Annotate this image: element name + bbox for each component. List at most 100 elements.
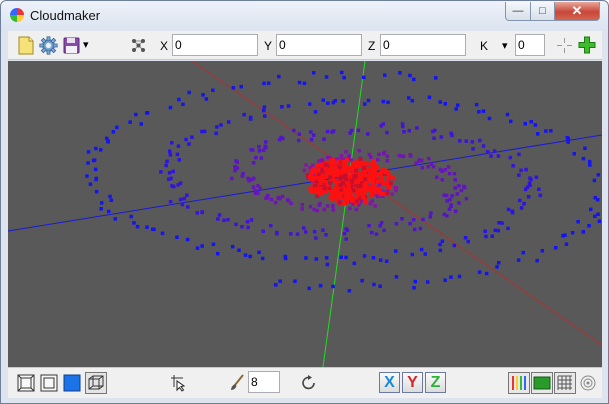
cloud-point	[285, 198, 290, 202]
cloud-point	[343, 170, 348, 175]
new-file-icon[interactable]	[17, 36, 35, 55]
cloud-point	[279, 135, 283, 140]
cloud-point	[438, 248, 443, 253]
z-coordinate-input[interactable]	[380, 34, 466, 56]
cloud-point	[249, 178, 254, 182]
cloud-point	[276, 196, 281, 200]
y-coordinate-input[interactable]	[276, 34, 362, 56]
bottom-toolbar: X Y Z	[8, 367, 602, 398]
target-icon[interactable]	[579, 374, 597, 392]
cloud-point	[367, 152, 372, 157]
cloud-point	[385, 181, 390, 186]
cloud-point	[347, 154, 352, 158]
cloud-point	[170, 141, 174, 145]
cloud-point	[596, 212, 600, 216]
cloud-point	[259, 156, 264, 160]
cloud-point	[554, 246, 558, 250]
cloud-point	[344, 150, 348, 154]
brush-size-input[interactable]	[248, 371, 280, 393]
cloud-point	[331, 129, 336, 133]
minimize-button[interactable]: —	[505, 2, 531, 21]
cloud-point	[378, 224, 382, 228]
cloud-point	[339, 191, 344, 196]
cloud-point	[429, 211, 433, 215]
main-toolbar: ▾ X Y Z K ▾	[8, 31, 602, 60]
cloud-point	[211, 242, 216, 246]
cloud-point	[339, 154, 344, 158]
cloud-point	[368, 201, 373, 206]
cloud-point	[317, 203, 321, 207]
brush-icon[interactable]	[229, 374, 245, 392]
cloud-point	[360, 170, 365, 175]
k-dropdown-arrow[interactable]: ▾	[502, 40, 508, 52]
point-cloud	[85, 70, 602, 293]
gear-icon[interactable]	[39, 36, 58, 55]
cloud-point	[134, 112, 138, 117]
cloud-point	[334, 191, 339, 195]
cloud-point	[94, 176, 98, 181]
cloud-point	[182, 196, 186, 201]
z-axis-toggle[interactable]: Z	[425, 372, 446, 393]
cloud-point	[309, 171, 313, 176]
cloud-point	[481, 109, 486, 113]
rotate-icon[interactable]	[300, 374, 318, 392]
y-label: Y	[264, 39, 273, 53]
cloud-point	[379, 258, 383, 262]
cloud-point	[261, 148, 266, 152]
side-view-icon[interactable]	[40, 374, 58, 392]
cloud-point	[352, 261, 357, 266]
cloud-point	[327, 186, 332, 190]
cloud-point	[313, 110, 318, 114]
y-axis-toggle[interactable]: Y	[402, 372, 423, 393]
cloud-point	[342, 157, 346, 161]
background-toggle-icon[interactable]	[531, 372, 553, 394]
color-palette-icon[interactable]	[508, 372, 530, 394]
cloud-point	[108, 194, 112, 199]
cloud-point	[340, 168, 345, 173]
point-cloud-scene[interactable]	[8, 61, 602, 367]
cloud-point	[332, 159, 337, 164]
maximize-button[interactable]: □	[530, 2, 555, 21]
cloud-point	[217, 213, 222, 217]
grid-toggle-icon[interactable]	[554, 372, 576, 394]
cloud-point	[445, 214, 449, 218]
cloud-point	[484, 271, 489, 276]
cloud-point	[323, 166, 328, 171]
cloud-point	[178, 197, 183, 202]
cloud-point	[377, 184, 381, 189]
cloud-point	[423, 252, 427, 256]
crosshair-icon[interactable]	[556, 37, 573, 54]
save-icon[interactable]	[63, 37, 80, 54]
cloud-point	[385, 154, 390, 159]
cloud-point	[359, 186, 363, 191]
cloud-point	[576, 220, 580, 224]
cloud-point	[251, 161, 256, 165]
cloud-point	[328, 167, 333, 172]
3d-viewport[interactable]	[8, 61, 602, 367]
close-button[interactable]: ✕	[554, 2, 600, 21]
x-coordinate-input[interactable]	[172, 34, 258, 56]
front-view-icon[interactable]	[17, 374, 35, 392]
cloud-point	[254, 155, 258, 160]
add-point-icon[interactable]	[578, 36, 596, 54]
x-axis-toggle[interactable]: X	[379, 372, 400, 393]
cloud-point	[329, 158, 334, 163]
cloud-point	[164, 163, 168, 168]
cloud-point	[360, 181, 365, 186]
k-value-input[interactable]	[515, 34, 545, 56]
save-dropdown-arrow[interactable]: ▾	[83, 39, 89, 51]
cloud-point	[240, 174, 245, 178]
title-bar[interactable]: Cloudmaker — □ ✕	[1, 1, 608, 29]
cloud-point	[377, 181, 382, 186]
cloud-point	[305, 173, 310, 178]
cloud-point	[256, 191, 260, 195]
point-cloud-icon[interactable]	[130, 37, 147, 54]
select-tool-icon[interactable]	[170, 374, 188, 392]
cloud-point	[459, 188, 464, 193]
cloud-point	[354, 207, 359, 212]
cloud-point	[261, 229, 265, 233]
perspective-view-icon[interactable]	[85, 372, 107, 394]
cloud-point	[320, 173, 325, 178]
cloud-point	[593, 196, 597, 200]
solid-view-icon[interactable]	[63, 374, 81, 392]
